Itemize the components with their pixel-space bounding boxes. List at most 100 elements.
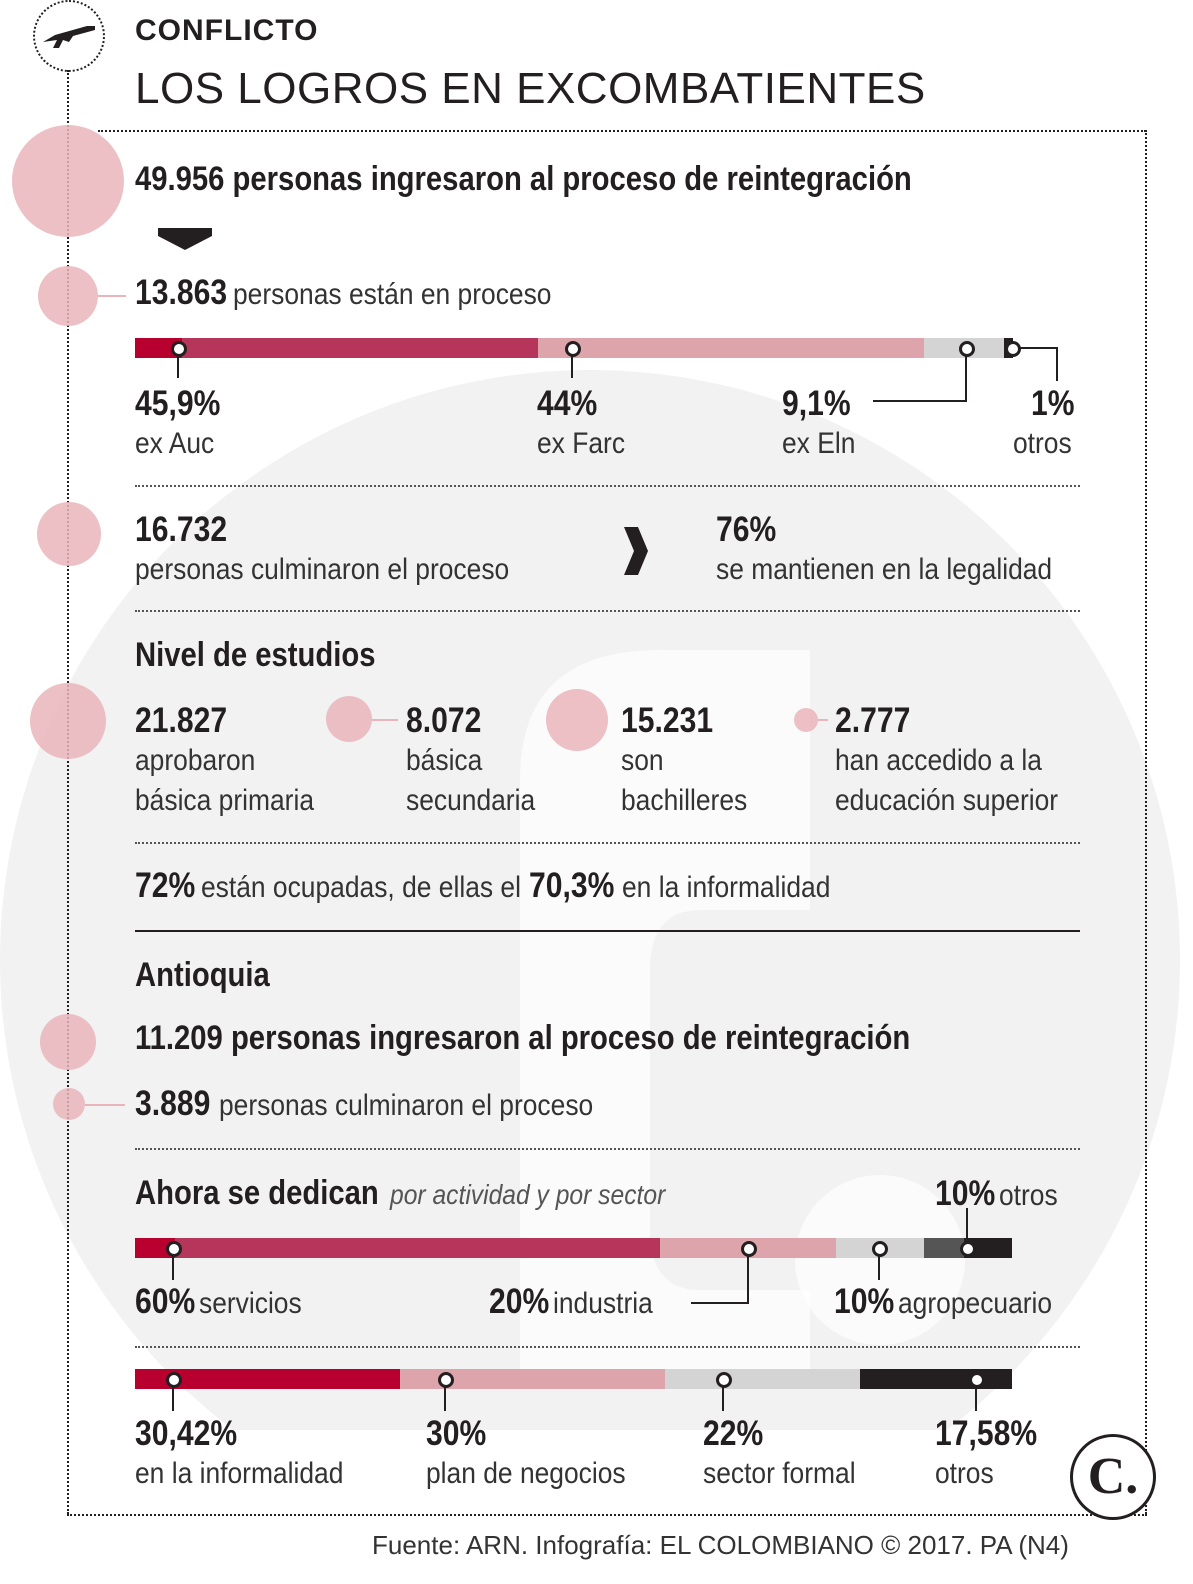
sector-pct-2: 30% [426,1414,487,1453]
bubble-11209 [40,1014,96,1070]
bar-seg-otros-a [924,1238,964,1258]
culminaron-text: personas culminaron el proceso [135,553,510,586]
activ-pct-agro: 10% [834,1282,895,1321]
activ-cat-servicios: servicios [199,1287,302,1320]
activ-pct-industria: 20% [489,1282,550,1321]
dedican-sub: por actividad y por sector [390,1179,666,1210]
marker-otros-s [969,1372,985,1388]
bar-seg-otros-s [860,1369,1012,1389]
marker-negocios [438,1372,454,1388]
frame-left [67,70,69,1514]
estudio-l1-3: son [621,744,664,777]
estudio-l1-4: han accedido a la [835,744,1042,777]
estudio-l2-3: bachilleres [621,784,748,817]
dedican-title: Ahora se dedican [135,1174,379,1212]
sector-cat-1: en la informalidad [135,1457,344,1490]
estudio-num-3: 15.231 [621,701,714,740]
bar-seg-negocios [400,1369,665,1389]
frame-right [1145,130,1147,1514]
kicker: CONFLICTO [135,14,319,47]
marker-auc [171,341,187,357]
sector-pct-4: 17,58% [935,1414,1038,1453]
frame-bottom [67,1514,1147,1516]
antioquia-culminaron-num: 3.889 [135,1084,211,1123]
estudio-l2-4: educación superior [835,784,1059,817]
bar-seg-otros-b [964,1238,1012,1258]
bubble-15231 [546,689,608,751]
cat-auc: ex Auc [135,427,215,460]
bar-seg-farc [538,338,924,358]
logo: C. [1070,1434,1156,1520]
sector-cat-4: otros [935,1457,994,1490]
bar-seg-auc [182,338,538,358]
ocupadas-pct1: 72% [135,866,196,905]
estudio-num-4: 2.777 [835,701,911,740]
cat-eln: ex Eln [782,427,856,460]
bar-seg-auc-dark [135,338,182,358]
sector-pct-1: 30,42% [135,1414,238,1453]
marker-eln [959,341,975,357]
antioquia-ingresaron: 11.209 personas ingresaron al proceso de… [135,1019,911,1057]
marker-otros-a [960,1241,976,1257]
bubble-21827 [30,683,106,759]
activ-pct-otros: 10% [935,1174,996,1213]
marker-servicios [166,1241,182,1257]
page-title: LOS LOGROS EN EXCOMBATIENTES [135,64,926,113]
antioquia-culminaron-text: personas culminaron el proceso [218,1089,593,1122]
bar-seg-servicios-dark [135,1238,175,1258]
arrow-down-icon [158,228,212,250]
divider [135,842,1080,844]
legalidad-text: se mantienen en la legalidad [716,553,1053,586]
ocupadas-text2: en la informalidad [621,871,831,904]
estudio-l2-1: básica primaria [135,784,315,817]
antioquia-title: Antioquia [135,956,270,994]
bubble-3889 [53,1088,85,1120]
activ-cat-agro: agropecuario [898,1287,1053,1320]
pct-otros: 1% [1031,384,1075,423]
culminaron-num: 16.732 [135,510,228,549]
bar-seg-formal [665,1369,860,1389]
marker-formal [716,1372,732,1388]
sector-cat-2: plan de negocios [426,1457,626,1490]
bubble-8072 [326,696,372,742]
marker-farc [565,341,581,357]
estudio-l1-1: aprobaron [135,744,256,777]
estudios-title: Nivel de estudios [135,636,376,674]
activ-cat-otros: otros [999,1179,1058,1212]
marker-agro [872,1241,888,1257]
divider [135,1148,1080,1150]
estudio-num-1: 21.827 [135,701,228,740]
activ-pct-servicios: 60% [135,1282,196,1321]
section-divider [135,930,1080,932]
bubble-13863 [38,266,98,326]
pct-farc: 44% [537,384,598,423]
sector-pct-3: 22% [703,1414,764,1453]
cat-farc: ex Farc [537,427,626,460]
source-credit: Fuente: ARN. Infografía: EL COLOMBIANO ©… [372,1530,1069,1560]
marker-otros [1005,341,1021,357]
bar-seg-servicios [175,1238,660,1258]
ocupadas-pct2: 70,3% [528,866,615,905]
activ-cat-industria: industria [553,1287,653,1320]
estudio-l1-2: básica [406,744,483,777]
arrow-right-icon [624,527,648,575]
estudio-l2-2: secundaria [406,784,536,817]
marker-informalidad [166,1372,182,1388]
en-proceso-num: 13.863 [135,273,228,312]
pct-eln: 9,1% [782,384,851,423]
divider [135,485,1080,487]
ocupadas-line: 72% están ocupadas, de ellas el 70,3% en la… [135,866,859,906]
bubble-2777 [794,708,818,732]
frame-top [98,130,1146,132]
sector-cat-3: sector formal [703,1457,856,1490]
legalidad-num: 76% [716,510,777,549]
en-proceso-text: personas están en proceso [232,278,551,311]
pct-auc: 45,9% [135,384,221,423]
marker-industria [741,1241,757,1257]
bubble-16732 [37,502,101,566]
watermark-logo [0,370,1180,1430]
estudio-num-2: 8.072 [406,701,482,740]
bar-seg-informalidad [135,1369,400,1389]
dedican-header: Ahora se dedican por actividad y por sect… [135,1174,703,1213]
